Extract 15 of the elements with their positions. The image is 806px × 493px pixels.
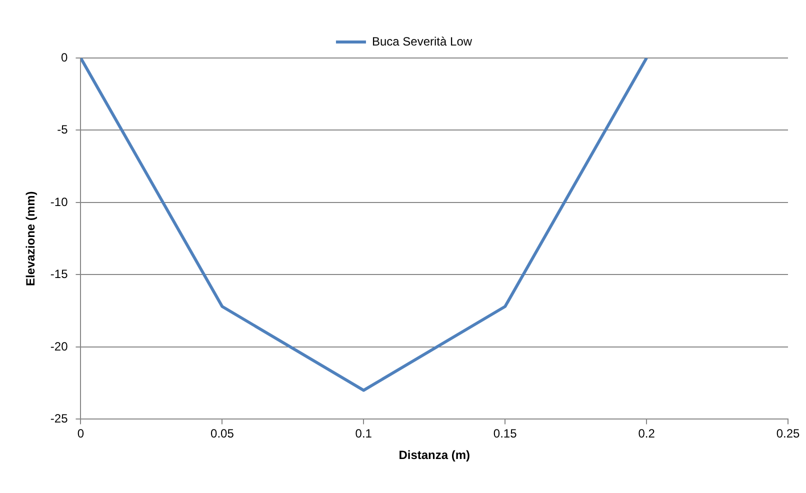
y-tick-label: -10	[50, 194, 68, 209]
x-tick-label: 0.05	[210, 426, 234, 441]
x-tick-label: 0.1	[355, 426, 372, 441]
y-tick-label: -20	[50, 339, 68, 354]
y-tick-label: -25	[50, 412, 68, 426]
x-tick-label: 0.15	[493, 426, 518, 441]
y-tick-label: 0	[61, 50, 68, 64]
x-axis-title: Distanza (m)	[398, 448, 470, 462]
x-tick-label: 0	[77, 426, 84, 441]
x-tick-label: 0.2	[638, 426, 656, 441]
y-tick-label: -15	[50, 267, 68, 282]
legend-label: Buca Severità Low	[372, 34, 472, 48]
x-tick-label: 0.25	[776, 426, 800, 441]
y-tick-label: -5	[57, 122, 68, 137]
y-axis-title: Elevazione (mm)	[24, 191, 38, 286]
